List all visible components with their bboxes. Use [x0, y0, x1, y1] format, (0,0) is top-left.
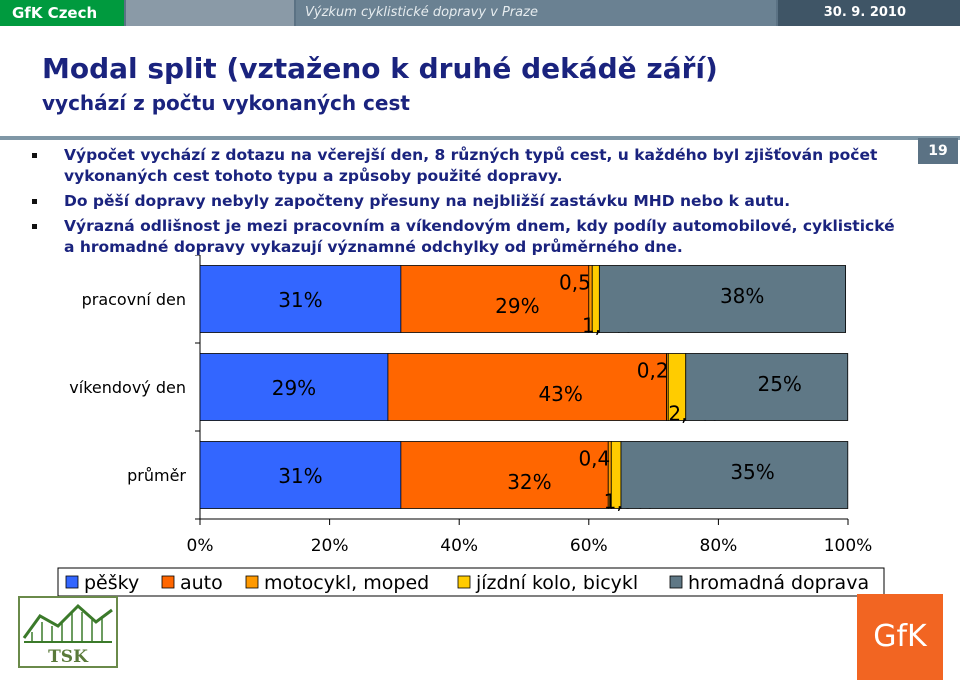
legend-label: auto: [180, 572, 223, 594]
legend-swatch: [457, 575, 471, 589]
page-subtitle: vychází z počtu vykonaných cest: [42, 91, 410, 115]
legend-swatch: [669, 575, 683, 589]
x-tick-label: 40%: [440, 536, 478, 556]
legend-swatch: [65, 575, 79, 589]
data-label: 25%: [757, 372, 801, 396]
tsk-logo-text: TSK: [48, 647, 89, 667]
brand-label: GfK Czech: [0, 0, 124, 26]
data-label: 29%: [495, 294, 539, 318]
bar-segment: [199, 265, 402, 333]
bar-segment: [400, 265, 590, 333]
bar-segment: [387, 353, 667, 421]
category-label: víkendový den: [69, 378, 186, 397]
x-tick-label: 20%: [311, 536, 349, 556]
subject-label: Výzkum cyklistické dopravy v Praze: [305, 5, 538, 20]
page-title: Modal split (vztaženo k druhé dekádě zář…: [42, 52, 718, 85]
header-segment: [778, 0, 960, 26]
top-bar: GfK Czech Výzkum cyklistické dopravy v P…: [0, 0, 960, 26]
bullet-item: Výrazná odlišnost je mezi pracovním a ví…: [30, 216, 910, 258]
category-label: pracovní den: [82, 290, 186, 309]
bar-segment: [199, 441, 402, 509]
x-tick-label: 0%: [187, 536, 214, 556]
bar-segment: [620, 441, 849, 509]
date-label: 30. 9. 2010: [823, 5, 906, 20]
tsk-logo: TSK: [18, 596, 118, 668]
header-segment: [296, 0, 776, 26]
bar-segment: [685, 353, 849, 421]
page-number: 19: [918, 138, 958, 164]
bar-segment: [400, 441, 609, 509]
data-label: 31%: [278, 288, 322, 312]
modal-split-chart: 0% 20% 40% 60% 80% 100%pracovní den 31% 29%0,53…: [57, 255, 885, 597]
data-label: 32%: [507, 470, 551, 494]
legend-label: pěšky: [84, 572, 139, 594]
bullet-item: Výpočet vychází z dotazu na včerejší den…: [30, 145, 910, 187]
data-label: 38%: [720, 284, 764, 308]
bar-segment: [598, 265, 847, 333]
legend-label: motocykl, moped: [264, 572, 429, 594]
legend-box: [57, 567, 885, 597]
legend-swatch: [245, 575, 259, 589]
legend-swatch: [161, 575, 175, 589]
data-label: 29%: [272, 376, 316, 400]
legend-label: jízdní kolo, bicykl: [475, 572, 638, 594]
legend-label: hromadná doprava: [688, 572, 869, 594]
x-tick-label: 100%: [824, 536, 873, 556]
bullet-item: Do pěší dopravy nebyly započteny přesuny…: [30, 191, 910, 212]
bar-segment: [199, 353, 389, 421]
data-label: 43%: [538, 382, 582, 406]
x-tick-label: 60%: [570, 536, 608, 556]
bullet-list: Výpočet vychází z dotazu na včerejší den…: [30, 145, 910, 262]
category-label: průměr: [127, 466, 186, 485]
data-label: 31%: [278, 464, 322, 488]
header-segment: [126, 0, 294, 26]
x-tick-label: 80%: [700, 536, 738, 556]
gfk-logo: GfK: [857, 594, 943, 680]
divider: [0, 136, 960, 140]
data-label: 35%: [730, 460, 774, 484]
